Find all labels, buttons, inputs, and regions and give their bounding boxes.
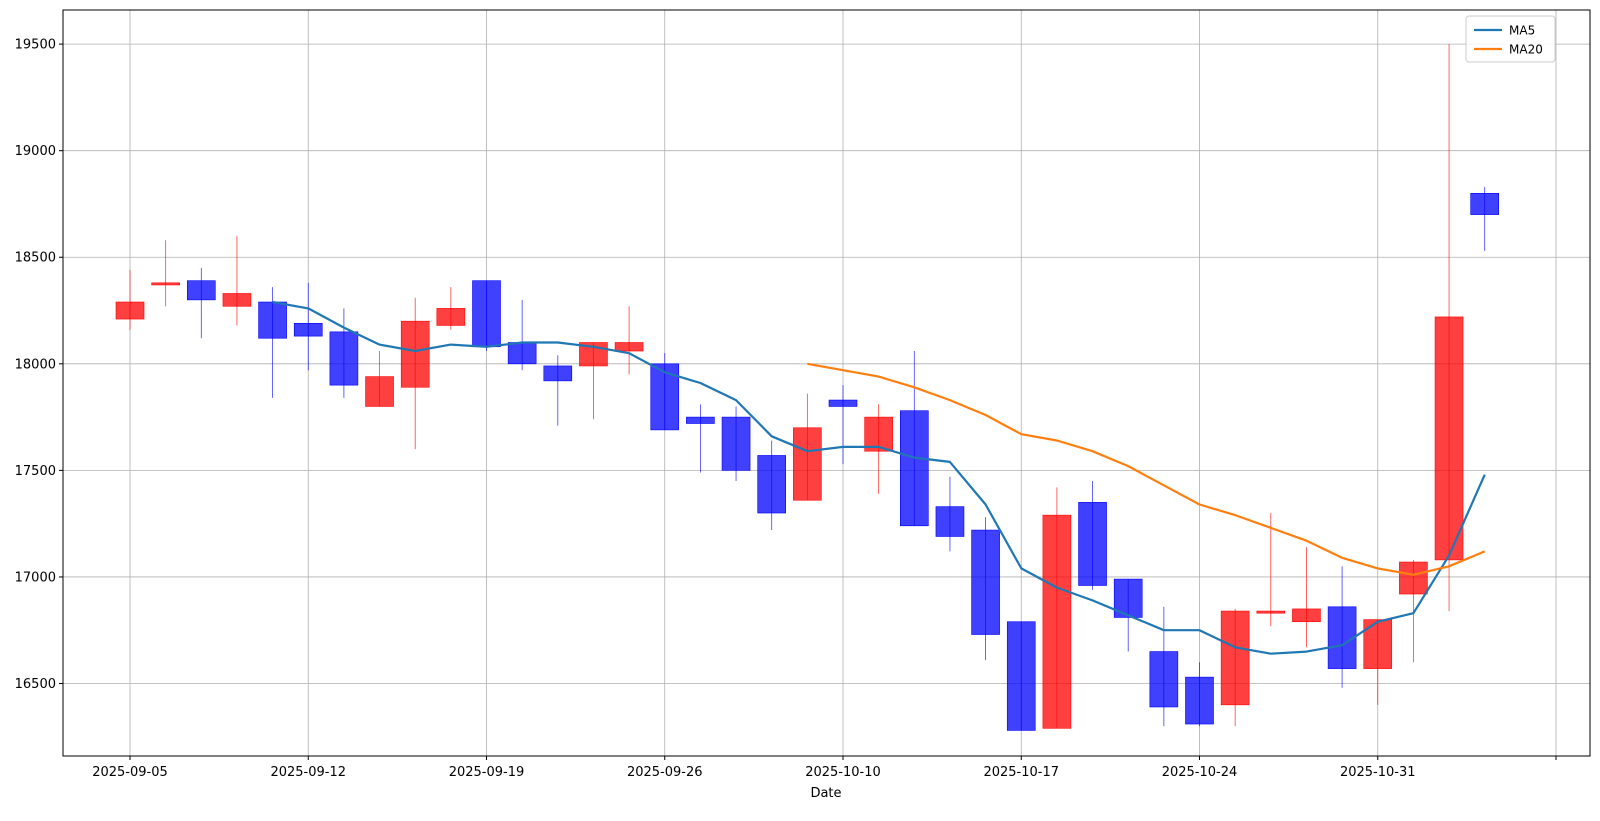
legend: MA5 MA20 [1465, 15, 1556, 63]
candle-body [864, 416, 893, 452]
x-tick-label: 2025-09-26 [627, 765, 703, 780]
legend-label-ma20: MA20 [1509, 43, 1543, 57]
candle-body [1256, 610, 1286, 614]
x-tick-label: 2025-10-24 [1162, 765, 1238, 780]
candle-body [472, 280, 501, 348]
y-tick-label: 19000 [15, 144, 56, 159]
candles [115, 44, 1499, 731]
y-tick-label: 17000 [15, 570, 56, 585]
plot-area-frame [62, 9, 1591, 757]
series-line-ma20 [807, 362, 1486, 576]
candle-body [1292, 608, 1321, 623]
candle-body [329, 331, 359, 386]
x-tick-label: 2025-10-10 [805, 765, 881, 780]
x-tick-label: 2025-10-17 [983, 765, 1059, 780]
candle-body [400, 320, 430, 388]
candle-body [436, 308, 466, 326]
x-tick-label: 2025-09-19 [449, 765, 525, 780]
candle-body [1470, 193, 1499, 215]
grid [63, 10, 1590, 756]
candle-body [793, 427, 822, 501]
candle-body [1185, 676, 1214, 725]
candle-body [115, 301, 145, 320]
y-tick-label: 18000 [15, 357, 56, 372]
y-tick-label: 19500 [15, 38, 56, 53]
candle-body [971, 529, 1000, 635]
candle-body [935, 506, 965, 537]
candle-body [1078, 502, 1107, 586]
candle-body [293, 323, 323, 337]
legend-box [1465, 15, 1556, 63]
candle-body [1220, 610, 1250, 706]
candle-body [222, 293, 252, 307]
candle-body [650, 363, 680, 431]
legend-label-ma5: MA5 [1509, 24, 1535, 38]
candle-body [258, 301, 287, 339]
candle-body [757, 455, 787, 514]
candle-body [1434, 316, 1464, 561]
candle-body [187, 280, 216, 301]
y-tick-label: 18500 [15, 251, 56, 266]
candle-body [543, 365, 573, 382]
candle-body [828, 399, 858, 407]
candle-body [151, 282, 180, 286]
x-tick-label: 2025-09-05 [92, 765, 168, 780]
candle-body [899, 410, 929, 527]
candle-body [365, 376, 394, 407]
candle-body [721, 416, 751, 471]
y-axis: 16500 17000 17500 18000 18500 19000 19500 [15, 38, 63, 692]
candle-body [1327, 606, 1357, 669]
candle-body [1042, 514, 1072, 729]
candle-body [1006, 621, 1036, 731]
candle-body [686, 416, 715, 424]
series-line-ma5 [272, 300, 1486, 655]
candle-body [1399, 561, 1428, 595]
x-tick-label: 2025-09-12 [270, 765, 346, 780]
y-tick-label: 16500 [15, 677, 56, 692]
x-axis-title: Date [810, 786, 841, 801]
moving-average-lines [272, 300, 1486, 655]
x-axis: 2025-09-05 2025-09-12 2025-09-19 2025-09-26… [92, 756, 1557, 780]
candle-body [507, 342, 537, 365]
candle-body [1149, 651, 1179, 708]
x-tick-label: 2025-10-31 [1340, 765, 1416, 780]
candle-body [614, 342, 644, 352]
y-tick-label: 17500 [15, 464, 56, 479]
